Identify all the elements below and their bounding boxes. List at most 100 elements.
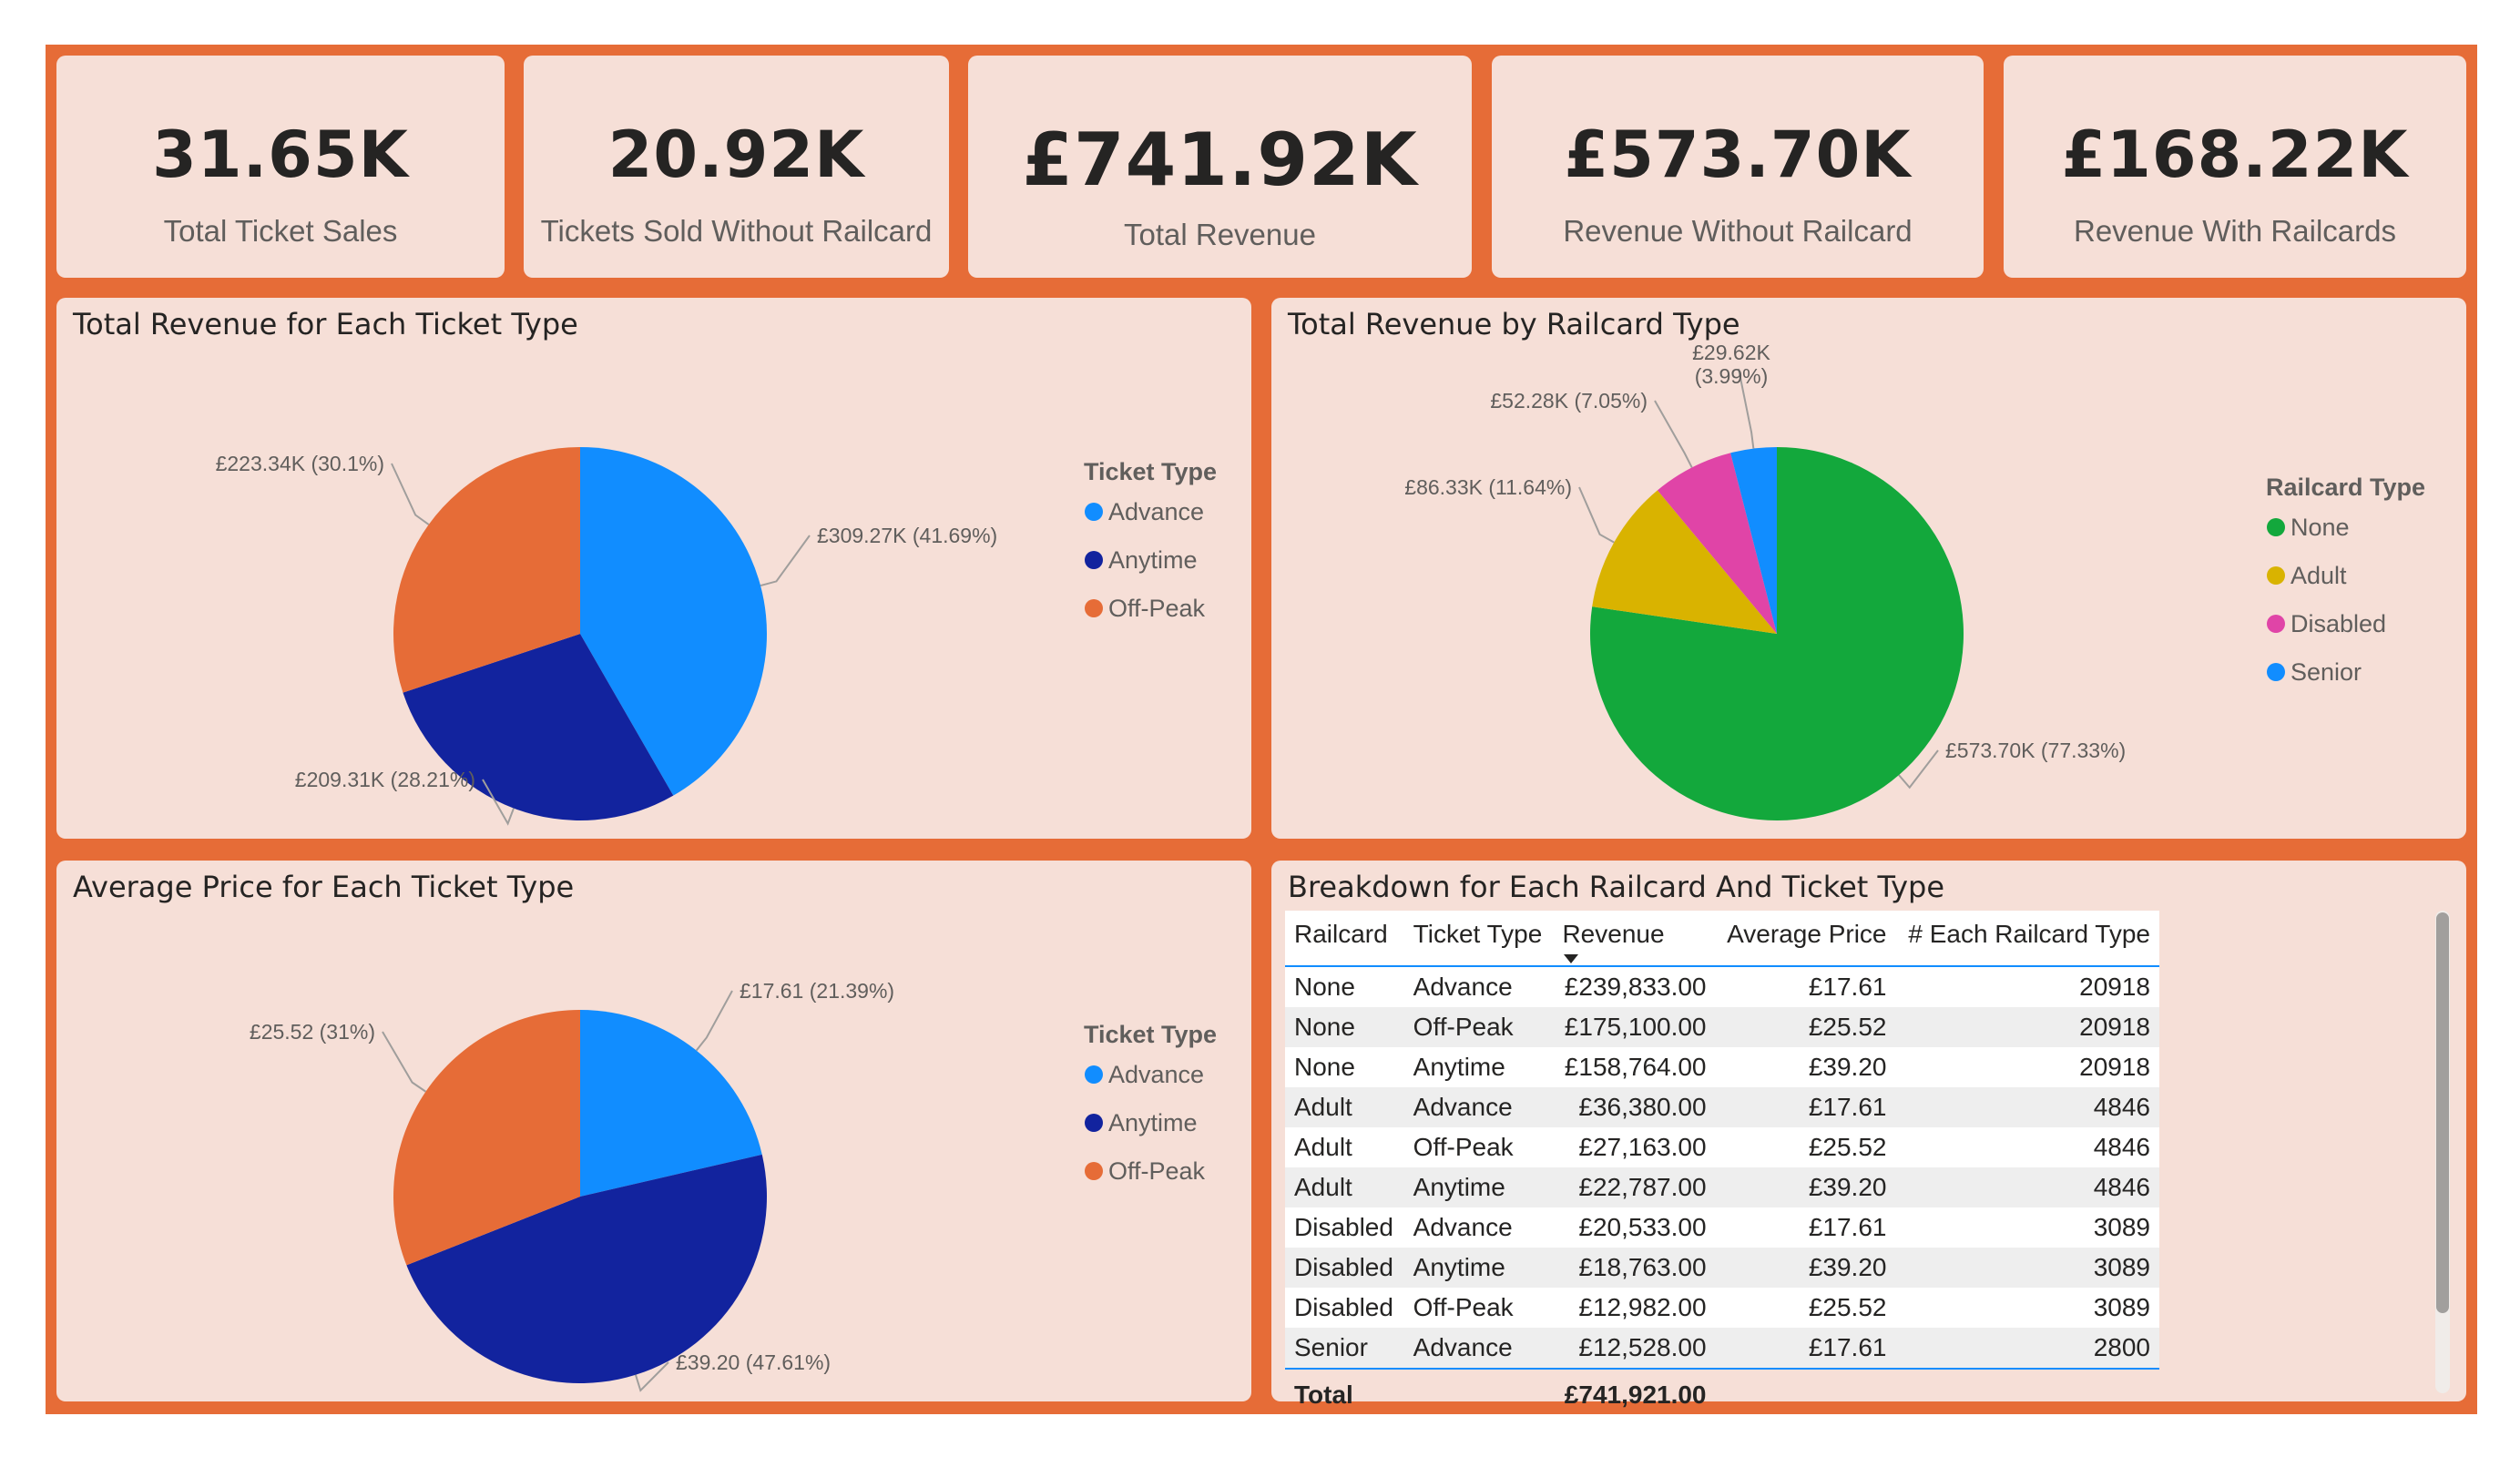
breakdown-table: Railcard Ticket Type Revenue Average Pri…: [1285, 911, 2159, 1421]
legend-item-off-peak[interactable]: Off-Peak: [1108, 1157, 1206, 1185]
table-row[interactable]: Adult Anytime £22,787.00 £39.20 4846: [1285, 1167, 2159, 1207]
cell-average-price: £39.20: [1715, 1167, 1896, 1207]
legend-item-adult[interactable]: Adult: [2290, 562, 2347, 589]
chart-panel-revenue-by-railcard-type[interactable]: Total Revenue by Railcard Type £573.70K …: [1271, 298, 2466, 839]
legend-marker: [1085, 599, 1103, 617]
table-body: None Advance £239,833.00 £17.61 20918 None Off…: [1285, 966, 2159, 1369]
column-header-ticket-type[interactable]: Ticket Type: [1403, 911, 1554, 967]
kpi-label: Total Revenue: [1124, 218, 1316, 251]
cell-average-price: £17.61: [1715, 1207, 1896, 1248]
leader-line: [382, 1031, 427, 1093]
legend-item-disabled[interactable]: Disabled: [2290, 610, 2386, 637]
cell-railcard: Adult: [1285, 1167, 1404, 1207]
cell-ticket-type: Off-Peak: [1403, 1127, 1554, 1167]
table-row[interactable]: Adult Advance £36,380.00 £17.61 4846: [1285, 1087, 2159, 1127]
legend-marker: [1085, 551, 1103, 569]
cell-ticket-type: Advance: [1403, 966, 1554, 1007]
cell-average-price: £25.52: [1715, 1288, 1896, 1328]
cell-revenue: £175,100.00: [1553, 1007, 1716, 1047]
pie-slice-off-peak[interactable]: [393, 446, 580, 693]
cell-average-price: £17.61: [1715, 1328, 1896, 1369]
pie-slice-anytime[interactable]: [403, 634, 674, 820]
chart-panel-revenue-by-ticket-type[interactable]: Total Revenue for Each Ticket Type £309.…: [56, 298, 1251, 839]
cell-railcard-count: 4846: [1895, 1167, 2159, 1207]
table-row[interactable]: Disabled Anytime £18,763.00 £39.20 3089: [1285, 1248, 2159, 1288]
pie-chart-revenue-by-ticket-type: £309.27K (41.69%) £209.31K (28.21%) £223.3…: [216, 446, 1217, 826]
kpi-card-total-revenue[interactable]: £741.92K Total Revenue: [968, 56, 1472, 278]
cell-ticket-type: Anytime: [1403, 1047, 1554, 1087]
cell-ticket-type: Off-Peak: [1403, 1007, 1554, 1047]
slice-data-label: £86.33K (11.64%): [1404, 475, 1572, 499]
kpi-card-revenue-with-railcards[interactable]: £168.22K Revenue With Railcards: [2004, 56, 2466, 278]
column-header-each-railcard-type[interactable]: # Each Railcard Type: [1895, 911, 2159, 967]
pie-slice-off-peak[interactable]: [393, 1010, 580, 1266]
scrollbar-thumb[interactable]: [2436, 912, 2449, 1313]
kpi-value: 20.92K: [607, 117, 865, 192]
table-panel-breakdown[interactable]: Breakdown for Each Railcard And Ticket T…: [1271, 861, 2466, 1421]
cell-revenue: £27,163.00: [1553, 1127, 1716, 1167]
cell-railcard: None: [1285, 1047, 1404, 1087]
sort-descending-icon: [1564, 954, 1579, 963]
cell-average-price: £39.20: [1715, 1248, 1896, 1288]
cell-railcard-count: 20918: [1895, 1007, 2159, 1047]
leader-line: [1898, 749, 1939, 790]
leader-line: [1578, 486, 1615, 544]
legend-marker: [1085, 1065, 1103, 1084]
leader-line: [1738, 368, 1755, 449]
pie-slice-senior[interactable]: [1730, 447, 1777, 634]
cell-railcard-count: 20918: [1895, 966, 2159, 1007]
cell-revenue: £158,764.00: [1553, 1047, 1716, 1087]
chart-panel-average-price[interactable]: Average Price for Each Ticket Type £17.6…: [56, 861, 1251, 1401]
chart-title: Total Revenue by Railcard Type: [1288, 307, 1740, 341]
legend-item-anytime[interactable]: Anytime: [1108, 546, 1198, 574]
cell-railcard: Adult: [1285, 1087, 1404, 1127]
legend-item-none[interactable]: None: [2290, 514, 2350, 541]
table-row[interactable]: Disabled Advance £20,533.00 £17.61 3089: [1285, 1207, 2159, 1248]
legend-item-anytime[interactable]: Anytime: [1108, 1109, 1198, 1136]
legend-marker: [1085, 1114, 1103, 1132]
cell-railcard: Disabled: [1285, 1288, 1404, 1328]
table-row[interactable]: None Off-Peak £175,100.00 £25.52 20918: [1285, 1007, 2159, 1047]
cell-railcard-count: 3089: [1895, 1288, 2159, 1328]
cell-railcard-count: 3089: [1895, 1248, 2159, 1288]
cell-railcard-count: 3089: [1895, 1207, 2159, 1248]
dashboard-frame: 31.65K Total Ticket Sales 20.92K Tickets…: [46, 45, 2477, 1421]
cell-revenue: £20,533.00: [1553, 1207, 1716, 1248]
legend-item-advance[interactable]: Advance: [1108, 1061, 1204, 1088]
slice-data-label: (3.99%): [1695, 364, 1769, 388]
cell-average-price: £25.52: [1715, 1127, 1896, 1167]
slice-data-label: £29.62K: [1692, 341, 1770, 364]
chart-title: Average Price for Each Ticket Type: [73, 870, 575, 904]
table-scrollbar[interactable]: [2435, 911, 2450, 1393]
kpi-card-tickets-without-railcard[interactable]: 20.92K Tickets Sold Without Railcard: [524, 56, 949, 278]
table-row[interactable]: Disabled Off-Peak £12,982.00 £25.52 3089: [1285, 1288, 2159, 1328]
pie-slice-disabled[interactable]: [1657, 453, 1777, 634]
legend-marker: [2267, 566, 2285, 585]
column-header-revenue[interactable]: Revenue: [1553, 911, 1716, 967]
kpi-card-revenue-without-railcard[interactable]: £573.70K Revenue Without Railcard: [1492, 56, 1984, 278]
cell-railcard-count: 20918: [1895, 1047, 2159, 1087]
pie-slice-advance[interactable]: [580, 447, 767, 796]
table-title: Breakdown for Each Railcard And Ticket T…: [1288, 870, 1944, 904]
table-row[interactable]: None Anytime £158,764.00 £39.20 20918: [1285, 1047, 2159, 1087]
leader-line: [695, 990, 733, 1052]
table-row[interactable]: Senior Advance £12,528.00 £17.61 2800: [1285, 1328, 2159, 1369]
cell-railcard: Disabled: [1285, 1207, 1404, 1248]
pie-slice-none[interactable]: [1590, 447, 1964, 821]
column-header-average-price[interactable]: Average Price: [1715, 911, 1896, 967]
leader-line: [634, 1361, 669, 1392]
kpi-label: Total Ticket Sales: [163, 214, 398, 248]
legend-item-advance[interactable]: Advance: [1108, 498, 1204, 525]
legend-item-senior[interactable]: Senior: [2290, 658, 2362, 686]
kpi-label: Revenue With Railcards: [2074, 214, 2396, 248]
column-header-railcard[interactable]: Railcard: [1285, 911, 1404, 967]
cell-ticket-type: Advance: [1403, 1207, 1554, 1248]
pie-slice-adult[interactable]: [1592, 490, 1777, 634]
legend-item-off-peak[interactable]: Off-Peak: [1108, 595, 1206, 622]
table-row[interactable]: Adult Off-Peak £27,163.00 £25.52 4846: [1285, 1127, 2159, 1167]
pie-slice-anytime[interactable]: [406, 1154, 768, 1384]
table-row[interactable]: None Advance £239,833.00 £17.61 20918: [1285, 966, 2159, 1007]
pie-slice-advance[interactable]: [580, 1010, 762, 1197]
legend-title: Ticket Type: [1084, 1021, 1217, 1048]
kpi-card-total-ticket-sales[interactable]: 31.65K Total Ticket Sales: [56, 56, 505, 278]
